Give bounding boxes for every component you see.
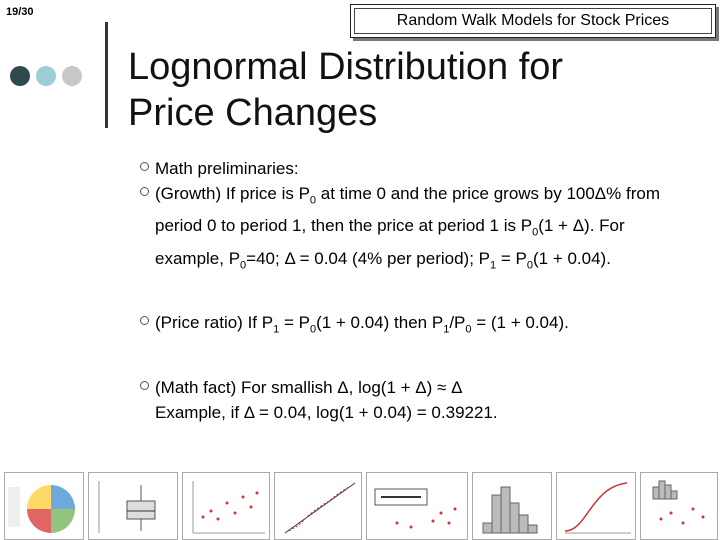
bullet-text: (Growth) If price is P0 at time 0 and th… [155, 184, 661, 272]
bullet-circle-icon [140, 187, 149, 196]
bullet-text: (Math fact) For smallish Δ, log(1 + Δ) ≈… [155, 377, 498, 422]
bullet-item: (Math fact) For smallish Δ, log(1 + Δ) ≈… [140, 375, 675, 425]
slide-title: Lognormal Distribution for Price Changes [128, 44, 688, 136]
boxplot-thumbnail-icon [88, 472, 178, 540]
page-number: 19/30 [6, 6, 34, 18]
bullet-list: Math preliminaries: (Growth) If price is… [140, 156, 675, 425]
dot-dark [10, 66, 30, 86]
bullet-circle-icon [140, 162, 149, 171]
vertical-divider [105, 22, 108, 128]
pie-chart-thumbnail-icon [4, 472, 84, 540]
cdf-curve-thumbnail-icon [556, 472, 636, 540]
bullet-circle-icon [140, 316, 149, 326]
bullet-circle-icon [140, 380, 149, 390]
histogram-thumbnail-icon [472, 472, 552, 540]
scatter-thumbnail-icon [182, 472, 270, 540]
bullet-text: (Price ratio) If P1 = P0(1 + 0.04) then … [155, 313, 569, 336]
bullet-text: Math preliminaries: [155, 159, 299, 178]
title-line-1: Lognormal Distribution for [128, 46, 564, 88]
histogram-scatter-thumbnail-icon [640, 472, 718, 540]
formula-scatter-thumbnail-icon [366, 472, 468, 540]
header-title: Random Walk Models for Stock Prices [354, 8, 712, 34]
thumbnail-strip [0, 468, 720, 540]
bullet-item: (Price ratio) If P1 = P0(1 + 0.04) then … [140, 310, 675, 342]
bullet-item: (Growth) If price is P0 at time 0 and th… [140, 181, 675, 278]
decorative-dots [10, 66, 82, 86]
bullet-item: Math preliminaries: [140, 156, 675, 181]
title-line-2: Price Changes [128, 92, 378, 134]
header-box: Random Walk Models for Stock Prices [350, 4, 716, 38]
dot-gray [62, 66, 82, 86]
dot-teal [36, 66, 56, 86]
probability-plot-thumbnail-icon [274, 472, 362, 540]
